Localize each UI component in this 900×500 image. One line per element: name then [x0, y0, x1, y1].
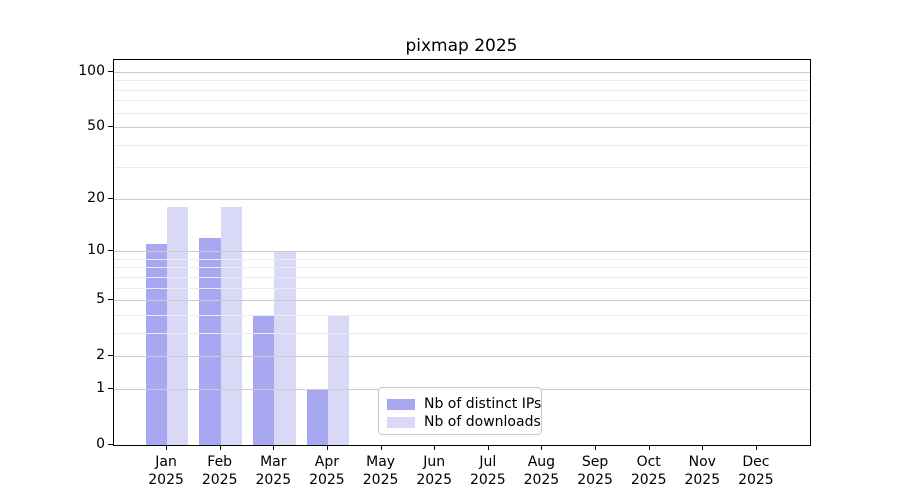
x-tick-label-sep: Sep 2025: [577, 454, 613, 488]
minor-gridline-8: [114, 267, 810, 269]
y-tick-label-0: 0: [96, 436, 105, 452]
y-tick-label-5: 5: [96, 291, 105, 308]
minor-gridline-60: [114, 112, 810, 114]
x-tick-mark-mar: [273, 445, 275, 450]
major-gridline-50: [114, 127, 810, 129]
legend-entry: Nb of distinct IPs: [387, 395, 541, 413]
y-tick-mark-50: [108, 126, 113, 128]
bar-distinct-ips-mar: [252, 314, 275, 445]
bar-downloads-jan: [167, 207, 189, 445]
bars-layer: [114, 60, 810, 445]
x-tick-label-may: May 2025: [362, 454, 399, 488]
y-tick-label-1: 1: [96, 380, 105, 396]
x-tick-label-jun: Jun 2025: [416, 454, 452, 488]
y-tick-mark-10: [108, 250, 113, 252]
minor-gridline-90: [114, 80, 810, 82]
major-gridline-2: [114, 356, 810, 358]
x-tick-label-jan: Jan 2025: [148, 454, 184, 488]
x-tick-mark-feb: [219, 445, 221, 450]
minor-gridline-70: [114, 100, 810, 102]
minor-gridline-7: [114, 276, 810, 278]
y-tick-mark-100: [108, 70, 113, 72]
minor-gridline-4: [114, 314, 810, 316]
minor-gridline-80: [114, 89, 810, 91]
bar-downloads-mar: [274, 251, 296, 445]
major-gridline-10: [114, 251, 810, 253]
minor-gridline-6: [114, 287, 810, 289]
minor-gridline-30: [114, 167, 810, 169]
legend-swatch: [387, 416, 415, 428]
minor-gridline-9: [114, 258, 810, 260]
bar-downloads-feb: [220, 207, 243, 445]
x-tick-mark-apr: [326, 445, 328, 450]
x-tick-mark-dec: [755, 445, 757, 450]
y-tick-label-20: 20: [87, 189, 105, 206]
minor-gridline-3: [114, 332, 810, 334]
x-tick-label-oct: Oct 2025: [630, 454, 667, 488]
legend: Nb of distinct IPs Nb of downloads: [378, 387, 542, 435]
bar-distinct-ips-jan: [145, 244, 167, 445]
plot-area: Nb of distinct IPs Nb of downloads: [113, 59, 811, 446]
y-tick-mark-20: [108, 197, 113, 199]
legend-label: Nb of distinct IPs: [424, 396, 542, 412]
minor-gridline-40: [114, 144, 810, 146]
x-tick-mark-sep: [595, 445, 597, 450]
y-tick-label-100: 100: [78, 62, 105, 79]
bar-distinct-ips-apr: [306, 389, 328, 445]
legend-entry: Nb of downloads: [387, 413, 541, 431]
y-tick-label-2: 2: [96, 347, 105, 364]
y-tick-label-50: 50: [87, 118, 105, 135]
x-tick-label-apr: Apr 2025: [309, 454, 345, 488]
y-tick-label-10: 10: [87, 242, 105, 259]
x-tick-label-mar: Mar 2025: [255, 454, 292, 488]
x-tick-label-aug: Aug 2025: [523, 454, 560, 488]
x-tick-mark-oct: [648, 445, 650, 450]
major-gridline-100: [114, 71, 810, 73]
bar-distinct-ips-feb: [199, 237, 221, 445]
legend-swatch: [387, 398, 415, 410]
x-tick-mark-jul: [487, 445, 489, 450]
major-gridline-20: [114, 198, 810, 200]
y-tick-mark-5: [108, 299, 113, 301]
y-tick-mark-2: [108, 355, 113, 357]
x-tick-mark-may: [380, 445, 382, 450]
x-tick-label-jul: Jul 2025: [469, 454, 506, 488]
x-tick-mark-aug: [541, 445, 543, 450]
x-tick-label-dec: Dec 2025: [738, 454, 774, 488]
x-tick-label-nov: Nov 2025: [684, 454, 721, 488]
major-gridline-5: [114, 300, 810, 302]
bar-downloads-apr: [327, 314, 350, 445]
y-tick-mark-0: [108, 444, 113, 445]
y-tick-mark-1: [108, 388, 113, 389]
x-tick-mark-nov: [702, 445, 704, 450]
legend-label: Nb of downloads: [424, 414, 541, 430]
chart-title: pixmap 2025: [405, 36, 518, 56]
x-tick-mark-jun: [434, 445, 436, 450]
x-tick-mark-jan: [166, 445, 168, 450]
x-tick-label-feb: Feb 2025: [201, 454, 238, 488]
